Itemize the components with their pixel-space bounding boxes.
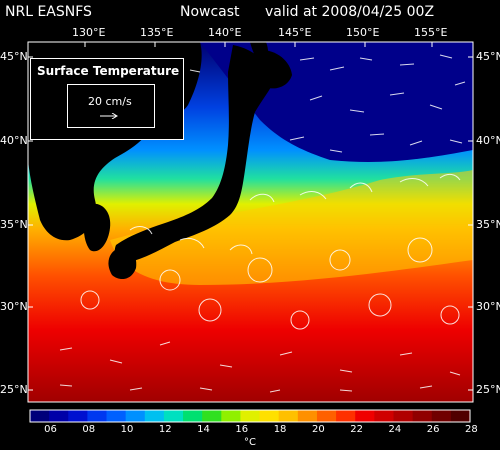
colorbar: [29, 409, 471, 423]
colorbar-swatch: [49, 410, 69, 422]
legend-title: Surface Temperature: [37, 64, 180, 78]
land-korea: [83, 203, 111, 252]
reference-vector-label: 20 cm/s: [88, 95, 132, 108]
lat-label-40-right: 40°N: [476, 134, 500, 147]
lon-label-150: 150°E: [346, 26, 380, 39]
colorbar-swatch: [125, 410, 146, 422]
colorbar-tick-label: 10: [120, 424, 134, 435]
legend-box: Surface Temperature 20 cm/s: [30, 58, 184, 140]
colorbar-swatch: [183, 410, 203, 422]
colorbar-tick-label: 26: [426, 424, 440, 435]
colorbar-tick-label: 14: [197, 424, 210, 435]
lat-label-30-left: 30°N: [0, 300, 28, 313]
colorbar-swatch: [450, 410, 471, 422]
colorbar-swatch: [393, 410, 414, 422]
lat-label-45-right: 45°N: [476, 50, 500, 63]
colorbar-tick-label: 22: [350, 424, 363, 435]
lon-label-145: 145°E: [278, 26, 312, 39]
colorbar-unit: °C: [244, 437, 256, 448]
header-nowcast: Nowcast: [180, 4, 240, 20]
colorbar-tick-label: 06: [44, 424, 57, 435]
colorbar-tick-label: 08: [82, 424, 96, 435]
lon-label-135: 135°E: [140, 26, 174, 39]
header-model: NRL EASNFS: [5, 4, 92, 20]
land-sakhalin: [250, 42, 269, 66]
colorbar-tick-label: 28: [465, 424, 478, 435]
colorbar-swatch: [412, 410, 433, 422]
header-valid-time: valid at 2008/04/25 00Z: [265, 4, 435, 20]
land-japan: [114, 45, 276, 262]
lat-label-25-left: 25°N: [0, 383, 28, 396]
kuroshio-warm-tongue: [110, 170, 473, 285]
lon-label-130: 130°E: [72, 26, 106, 39]
colorbar-swatch: [316, 410, 337, 422]
colorbar-swatch: [106, 410, 127, 422]
colorbar-swatch: [68, 410, 88, 422]
colorbar-swatch: [87, 410, 108, 422]
colorbar-swatch: [336, 410, 356, 422]
colorbar-swatch: [431, 410, 452, 422]
colorbar-tick-label: 20: [311, 424, 325, 435]
colorbar-swatch: [355, 410, 375, 422]
colorbar-tick-label: 24: [388, 424, 402, 435]
colorbar-frame: [29, 409, 471, 423]
colorbar-swatch: [278, 410, 299, 422]
reference-vector-box: 20 cm/s: [67, 84, 155, 128]
map-frame: [27, 41, 474, 403]
colorbar-swatch: [163, 410, 184, 422]
lat-label-25-right: 25°N: [476, 383, 500, 396]
colorbar-tick-label: 16: [235, 424, 249, 435]
colorbar-swatch: [374, 410, 394, 422]
colorbar-swatch: [297, 410, 318, 422]
lat-label-35-left: 35°N: [0, 218, 28, 231]
colorbar-tick-label: 12: [158, 424, 172, 435]
colorbar-swatch: [202, 410, 222, 422]
colorbar-swatch: [259, 410, 280, 422]
lon-label-140: 140°E: [208, 26, 242, 39]
land-kyushu: [108, 248, 137, 280]
colorbar-swatch: [240, 410, 261, 422]
colorbar-tick-label: 18: [273, 424, 287, 435]
lat-label-35-right: 35°N: [476, 218, 500, 231]
colorbar-swatch: [221, 410, 241, 422]
lat-label-45-left: 45°N: [0, 50, 28, 63]
reference-arrow-icon: [100, 113, 118, 119]
lon-label-155: 155°E: [414, 26, 448, 39]
colorbar-swatch: [144, 410, 165, 422]
colorbar-swatch: [30, 410, 50, 422]
lat-label-30-right: 30°N: [476, 300, 500, 313]
lat-label-40-left: 40°N: [0, 134, 28, 147]
